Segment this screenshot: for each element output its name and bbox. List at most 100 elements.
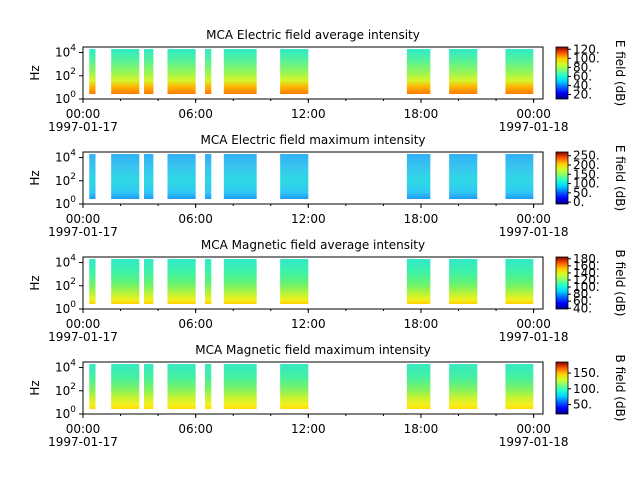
x-tick-label: 12:00 (291, 212, 326, 226)
x-tick-date-label: 1997-01-18 (499, 330, 569, 344)
x-tick-date-label: 1997-01-18 (499, 120, 569, 134)
data-column (167, 364, 196, 409)
panel-4: MCA Magnetic field maximum intensity Hz 10… (28, 343, 627, 449)
panel-1: MCA Electric field average intensity Hz 10… (28, 28, 627, 134)
axes-frame (82, 256, 544, 310)
x-tick-label: 18:00 (404, 107, 439, 121)
data-column (89, 364, 96, 409)
x-tick-label: 00:00 (66, 107, 101, 121)
y-tick-label: 104 (55, 44, 76, 60)
data-column (223, 259, 257, 304)
colorbar-tick-label: 40. (573, 78, 592, 92)
colorbar-tick-label: 150. (573, 366, 600, 380)
data-column (167, 259, 196, 304)
data-column (406, 49, 431, 94)
data-column (449, 259, 478, 304)
data-column (280, 154, 309, 199)
colorbar (555, 46, 569, 100)
colorbar-tick-label: 60. (573, 69, 592, 83)
panel-title: MCA Magnetic field average intensity (201, 238, 425, 252)
data-column (406, 259, 431, 304)
x-tick-date-label: 1997-01-17 (48, 120, 118, 134)
y-axis-label: Hz (28, 275, 42, 290)
colorbar-tick-label: 120. (573, 273, 600, 287)
axes-frame (82, 151, 544, 205)
data-column (449, 49, 478, 94)
data-column (205, 154, 212, 199)
x-tick-date-label: 1997-01-18 (499, 225, 569, 239)
data-column (205, 49, 212, 94)
y-tick-label: 102 (55, 277, 76, 293)
data-column (223, 154, 257, 199)
x-tick-label: 18:00 (404, 212, 439, 226)
y-tick-label: 104 (55, 359, 76, 375)
data-column (449, 154, 478, 199)
panel-2: MCA Electric field maximum intensity Hz 10… (28, 133, 627, 239)
y-tick-label: 100 (55, 405, 76, 421)
data-column (449, 364, 478, 409)
data-column (280, 259, 309, 304)
x-tick-label: 18:00 (404, 422, 439, 436)
data-column (111, 49, 140, 94)
axes-frame (82, 361, 544, 415)
colorbar-tick-label: 40. (573, 301, 592, 315)
x-tick-label: 00:00 (516, 107, 551, 121)
colorbar-tick-label: 20. (573, 87, 592, 101)
colorbar (555, 361, 569, 415)
panel-title: MCA Electric field maximum intensity (200, 133, 425, 147)
colorbar-tick-label: 140. (573, 266, 600, 280)
y-tick-label: 104 (55, 254, 76, 270)
panel-title: MCA Magnetic field maximum intensity (195, 343, 431, 357)
colorbar-label: B field (dB) (613, 355, 627, 422)
colorbar-tick-label: 100. (573, 382, 600, 396)
x-tick-label: 12:00 (291, 107, 326, 121)
data-column (406, 364, 431, 409)
panel-3: MCA Magnetic field average intensity Hz 10… (28, 238, 627, 344)
y-tick-label: 100 (55, 300, 76, 316)
x-tick-label: 06:00 (178, 422, 213, 436)
data-column (205, 364, 212, 409)
x-tick-label: 00:00 (66, 317, 101, 331)
y-tick-label: 102 (55, 67, 76, 83)
colorbar-tick-label: 150. (573, 167, 600, 181)
data-column (144, 49, 154, 94)
data-column (280, 49, 309, 94)
colorbar (555, 151, 569, 205)
data-column (144, 154, 154, 199)
data-column (89, 154, 96, 199)
data-column (223, 364, 257, 409)
colorbar-tick-label: 0. (573, 195, 584, 209)
x-tick-label: 06:00 (178, 212, 213, 226)
y-axis-label: Hz (28, 170, 42, 185)
x-tick-date-label: 1997-01-17 (48, 330, 118, 344)
colorbar-label: E field (dB) (613, 145, 627, 211)
x-tick-date-label: 1997-01-18 (499, 435, 569, 449)
x-tick-label: 00:00 (66, 422, 101, 436)
colorbar-tick-label: 200. (573, 158, 600, 172)
x-tick-label: 00:00 (516, 422, 551, 436)
y-tick-label: 100 (55, 195, 76, 211)
x-tick-label: 12:00 (291, 422, 326, 436)
colorbar-label: E field (dB) (613, 40, 627, 106)
x-tick-label: 06:00 (178, 317, 213, 331)
x-tick-label: 18:00 (404, 317, 439, 331)
colorbar-tick-label: 80. (573, 287, 592, 301)
data-column (505, 259, 534, 304)
data-column (505, 364, 534, 409)
axes-frame (82, 46, 544, 100)
data-column (89, 259, 96, 304)
colorbar-tick-label: 50. (573, 398, 592, 412)
colorbar-tick-label: 80. (573, 60, 592, 74)
colorbar-tick-label: 120. (573, 42, 600, 56)
y-axis-label: Hz (28, 380, 42, 395)
colorbar-tick-label: 100. (573, 51, 600, 65)
colorbar-tick-label: 50. (573, 186, 592, 200)
data-column (505, 49, 534, 94)
x-tick-label: 00:00 (516, 212, 551, 226)
y-tick-label: 102 (55, 382, 76, 398)
x-tick-label: 00:00 (66, 212, 101, 226)
y-tick-label: 102 (55, 172, 76, 188)
colorbar-tick-label: 180. (573, 252, 600, 266)
y-axis-label: Hz (28, 65, 42, 80)
